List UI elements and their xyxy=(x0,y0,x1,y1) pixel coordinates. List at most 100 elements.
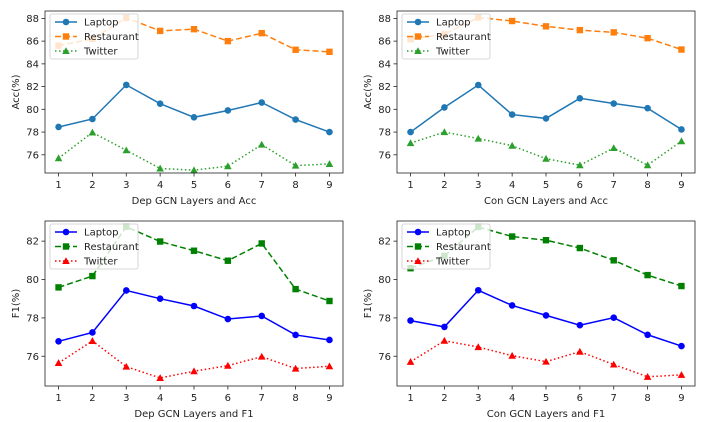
plot-frame xyxy=(396,10,696,174)
series-laptop xyxy=(55,287,333,345)
series-twitter xyxy=(406,128,686,169)
data-point xyxy=(224,361,232,369)
x-tick-label: 8 xyxy=(292,393,298,404)
x-tick-label: 5 xyxy=(543,393,549,404)
legend: Laptop Restaurant Twitter xyxy=(49,13,139,60)
data-point xyxy=(406,139,415,147)
x-tick-label: 8 xyxy=(292,180,298,191)
x-tick-label: 1 xyxy=(55,180,61,191)
y-tick-label: 88 xyxy=(26,14,39,25)
data-point xyxy=(89,115,96,123)
data-point xyxy=(576,321,584,329)
data-point xyxy=(224,257,232,264)
data-point xyxy=(88,128,97,136)
y-tick-label: 76 xyxy=(26,150,39,161)
data-point xyxy=(508,17,516,25)
data-point xyxy=(678,46,685,53)
data-point xyxy=(292,331,299,339)
data-point xyxy=(678,126,685,133)
x-tick-label: 9 xyxy=(326,393,332,404)
data-point xyxy=(610,257,617,264)
data-point xyxy=(89,272,96,280)
x-tick-label: 8 xyxy=(644,180,650,191)
y-tick-label: 76 xyxy=(378,150,391,161)
x-tick-label: 4 xyxy=(509,180,515,191)
y-tick-label: 80 xyxy=(26,105,39,116)
data-point xyxy=(644,34,651,42)
x-axis-label: Con GCN Layers and Acc xyxy=(484,196,608,207)
x-tick-label: 5 xyxy=(191,393,197,404)
data-point xyxy=(325,160,334,167)
data-point xyxy=(156,238,164,245)
data-point xyxy=(325,362,334,370)
legend-label: Laptop xyxy=(84,18,118,29)
data-point xyxy=(156,295,164,303)
x-tick-label: 1 xyxy=(407,180,413,191)
x-tick-label: 4 xyxy=(509,393,515,404)
legend-label: Restaurant xyxy=(84,32,139,43)
data-point xyxy=(407,317,414,324)
data-point xyxy=(609,360,618,368)
y-tick-label: 78 xyxy=(378,313,391,324)
data-point xyxy=(258,312,266,320)
data-point xyxy=(440,128,449,136)
data-point xyxy=(440,336,449,344)
x-tick-label: 2 xyxy=(441,180,447,191)
data-point xyxy=(678,342,685,350)
legend: Laptop Restaurant Twitter xyxy=(401,223,491,270)
data-point xyxy=(190,367,198,375)
y-tick-label: 80 xyxy=(378,105,391,116)
y-axis-label: F1(%) xyxy=(363,289,374,319)
data-point xyxy=(122,81,130,89)
y-tick-label: 78 xyxy=(26,313,39,324)
data-point xyxy=(677,371,686,378)
x-tick-label: 9 xyxy=(678,393,684,404)
data-point xyxy=(508,111,516,118)
legend-label: Twitter xyxy=(435,257,470,268)
y-tick-label: 80 xyxy=(378,275,391,286)
y-tick-label: 82 xyxy=(378,82,391,93)
x-tick-label: 2 xyxy=(89,393,95,404)
data-point xyxy=(326,48,333,56)
x-tick-label: 1 xyxy=(407,393,413,404)
legend-marker xyxy=(414,33,422,40)
data-point xyxy=(609,144,618,152)
legend-marker xyxy=(414,47,422,55)
x-tick-label: 6 xyxy=(225,180,231,191)
x-axis-label: Con GCN Layers and F1 xyxy=(487,409,605,420)
x-tick-label: 5 xyxy=(191,180,197,191)
data-point xyxy=(291,161,300,169)
x-tick-label: 5 xyxy=(543,180,549,191)
legend-marker xyxy=(62,47,70,55)
data-point xyxy=(88,337,97,344)
data-point xyxy=(55,123,62,131)
data-point xyxy=(54,359,63,367)
plot-frame xyxy=(396,220,696,387)
data-point xyxy=(292,285,299,293)
y-tick-label: 82 xyxy=(378,237,391,248)
data-point xyxy=(644,271,651,279)
data-point xyxy=(441,104,448,111)
data-point xyxy=(291,364,300,372)
legend-marker xyxy=(414,18,422,26)
data-point xyxy=(122,362,131,370)
data-point xyxy=(677,137,686,145)
series-laptop xyxy=(407,81,685,136)
x-tick-label: 3 xyxy=(123,180,129,191)
legend-marker xyxy=(62,257,70,265)
data-point xyxy=(508,302,516,309)
x-axis-label: Dep GCN Layers and F1 xyxy=(134,409,253,420)
legend-label: Restaurant xyxy=(436,32,491,43)
series-line xyxy=(58,289,330,343)
data-point xyxy=(326,128,333,136)
y-axis-label: Acc(%) xyxy=(363,74,374,109)
x-tick-label: 2 xyxy=(441,393,447,404)
x-tick-label: 7 xyxy=(611,393,617,404)
x-tick-label: 3 xyxy=(123,393,129,404)
legend-box xyxy=(401,223,491,270)
data-point xyxy=(54,154,63,162)
legend-box xyxy=(401,13,491,60)
